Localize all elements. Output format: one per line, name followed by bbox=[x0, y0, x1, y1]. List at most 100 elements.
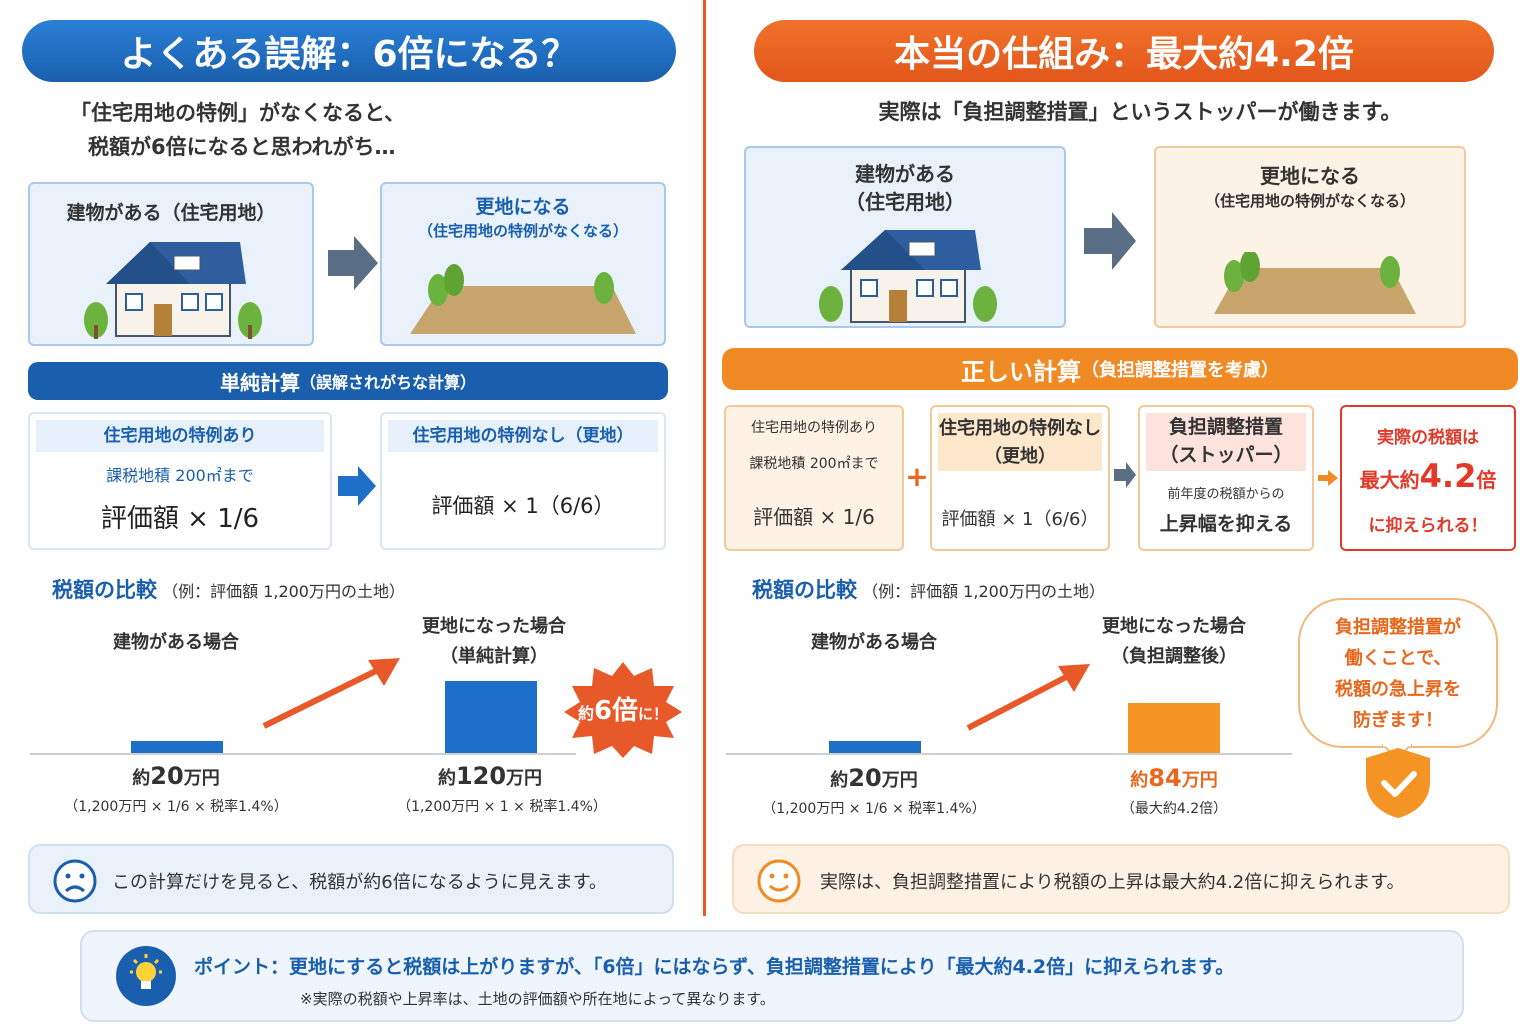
right-box4-line1: 実際の税額は bbox=[1377, 428, 1479, 448]
right-title-banner: 本当の仕組み：最大約4.2倍 bbox=[754, 20, 1494, 82]
left-calc-box1-formula: 評価額 × 1/6 bbox=[100, 504, 260, 534]
left-bar1-value-num: 20 bbox=[150, 762, 184, 790]
right-calc-header-sub: （負担調整措置を考慮） bbox=[1081, 360, 1279, 381]
right-card-building: 建物がある （住宅用地） bbox=[744, 146, 1066, 328]
left-bar2-label-line1: 更地になった場合 bbox=[422, 616, 566, 637]
right-box4-line2: 最大約4.2倍 bbox=[1342, 457, 1514, 495]
left-calc-box1-note: 課税地積 200㎡まで bbox=[106, 466, 254, 485]
left-compare-sub: （例：評価額 1,200万円の土地） bbox=[162, 582, 405, 601]
right-box4-prefix: 最大約 bbox=[1359, 468, 1420, 492]
right-box4-line3: に抑えられる！ bbox=[1368, 516, 1488, 536]
right-box2-formula: 評価額 × 1（6/6） bbox=[941, 509, 1099, 530]
right-bar2-value-num: 84 bbox=[1148, 764, 1182, 792]
left-calc-box2: 住宅用地の特例なし（更地） 評価額 × 1（6/6） bbox=[380, 412, 666, 550]
left-card-vacant-sub: （住宅用地の特例がなくなる） bbox=[417, 222, 628, 240]
left-calc-arrow-icon bbox=[338, 466, 376, 506]
right-box3-title-line1: 負担調整措置 bbox=[1168, 416, 1283, 438]
left-bar1-value: 約20万円 bbox=[76, 762, 276, 790]
right-speech-bubble: 負担調整措置が 働くことで、 税額の急上昇を 防ぎます！ bbox=[1298, 598, 1498, 748]
point-text: 更地にすると税額は上がりますが、「6倍」にはならず、負担調整措置により「最大約4… bbox=[289, 956, 1235, 978]
right-box3-title: 負担調整措置 （ストッパー） bbox=[1146, 413, 1306, 471]
left-bar2-label: 更地になった場合 （単純計算） bbox=[394, 612, 594, 672]
right-intro: 実際は「負担調整措置」というストッパーが働きます。 bbox=[878, 100, 1402, 124]
right-compare-heading: 税額の比較 （例：評価額 1,200万円の土地） bbox=[752, 574, 1105, 604]
left-bar2-value-unit: 万円 bbox=[506, 768, 543, 789]
left-bar2-label-line2: （単純計算） bbox=[440, 646, 548, 667]
right-card-building-line2: （住宅用地） bbox=[845, 190, 965, 214]
left-intro-line1: 「住宅用地の特例」がなくなると、 bbox=[70, 101, 406, 125]
point-panel: ポイント：更地にすると税額は上がりますが、「6倍」にはならず、負担調整措置により… bbox=[80, 930, 1464, 1022]
right-card-building-label: 建物がある （住宅用地） bbox=[746, 160, 1064, 216]
left-bar2-value: 約120万円 bbox=[390, 762, 590, 790]
sad-face-icon bbox=[53, 859, 97, 903]
left-calc-header-main: 単純計算 bbox=[219, 370, 300, 395]
left-calc-box2-title: 住宅用地の特例なし（更地） bbox=[388, 420, 658, 452]
right-bar1-note: （1,200万円 × 1/6 × 税率1.4%） bbox=[762, 801, 986, 817]
left-compare-title: 税額の比較 bbox=[52, 578, 157, 602]
right-box3-main: 上昇幅を抑える bbox=[1159, 513, 1293, 535]
left-card-building-label: 建物がある（住宅用地） bbox=[66, 202, 276, 224]
left-bar1-value-prefix: 約 bbox=[132, 768, 151, 789]
right-card-building-line1: 建物がある bbox=[855, 162, 955, 186]
left-calc-header: 単純計算 （誤解されがちな計算） bbox=[28, 362, 668, 400]
left-card-vacant: 更地になる （住宅用地の特例がなくなる） bbox=[380, 182, 666, 346]
left-chart-baseline bbox=[30, 753, 576, 755]
right-card-vacant: 更地になる （住宅用地の特例がなくなる） bbox=[1154, 146, 1466, 328]
left-bar-vacant bbox=[445, 681, 537, 753]
left-calc-box2-formula: 評価額 × 1（6/6） bbox=[431, 494, 615, 518]
right-bubble-line2: 働くことで、 bbox=[1344, 648, 1452, 669]
right-bubble-text: 負担調整措置が 働くことで、 税額の急上昇を 防ぎます！ bbox=[1300, 612, 1496, 736]
right-box4-suffix: 倍 bbox=[1476, 468, 1497, 492]
right-box2-title: 住宅用地の特例なし（更地） bbox=[938, 413, 1102, 471]
right-bar2-label-line2: （負担調整後） bbox=[1111, 646, 1237, 667]
left-bar1-label: 建物がある場合 bbox=[113, 632, 239, 653]
smile-face-icon bbox=[757, 859, 801, 903]
right-trend-arrow-icon bbox=[966, 664, 1090, 731]
right-bar1-value-unit: 万円 bbox=[881, 770, 918, 791]
right-card-vacant-sub: （住宅用地の特例がなくなる） bbox=[1204, 192, 1415, 210]
left-bar1-note: （1,200万円 × 1/6 × 税率1.4%） bbox=[64, 799, 288, 815]
right-card-vacant-title: 更地になる bbox=[1260, 164, 1360, 188]
right-bar1-value: 約20万円 bbox=[774, 764, 974, 792]
vacant-land-icon bbox=[410, 264, 636, 334]
right-box-arrow-icon bbox=[1114, 462, 1136, 488]
left-intro: 「住宅用地の特例」がなくなると、 税額が6倍になると思われがち… bbox=[70, 96, 590, 164]
right-title: 本当の仕組み：最大約4.2倍 bbox=[894, 34, 1354, 75]
right-bar-vacant bbox=[1128, 703, 1220, 753]
left-bar-building bbox=[131, 741, 223, 753]
point-note: ※実際の税額や上昇率は、土地の評価額や所在地によって異なります。 bbox=[300, 990, 775, 1008]
right-bar1-value-num: 20 bbox=[848, 764, 882, 792]
point-line: ポイント：更地にすると税額は上がりますが、「6倍」にはならず、負担調整措置により… bbox=[194, 952, 1234, 979]
vacant-land-icon bbox=[1214, 252, 1416, 314]
right-bar-building bbox=[829, 741, 921, 753]
right-bar2-label-line1: 更地になった場合 bbox=[1102, 616, 1246, 637]
right-bubble-line1: 負担調整措置が bbox=[1335, 617, 1461, 638]
right-bottom-note: 実際は、負担調整措置により税額の上昇は最大約4.2倍に抑えられます。 bbox=[732, 844, 1510, 914]
right-bar2-label: 更地になった場合 （負担調整後） bbox=[1074, 612, 1274, 672]
right-compare-sub: （例：評価額 1,200万円の土地） bbox=[862, 582, 1105, 601]
left-card-building: 建物がある（住宅用地） bbox=[28, 182, 314, 346]
right-bubble-line4: 防ぎます！ bbox=[1353, 710, 1443, 731]
right-bar2-value-unit: 万円 bbox=[1181, 770, 1218, 791]
right-box1-title: 住宅用地の特例あり bbox=[751, 420, 877, 436]
right-arrow-icon bbox=[1084, 212, 1136, 270]
left-calc-box1: 住宅用地の特例あり 課税地積 200㎡まで 評価額 × 1/6 bbox=[28, 412, 332, 550]
left-trend-arrow-icon bbox=[262, 658, 400, 729]
right-box1-note: 課税地積 200㎡まで bbox=[749, 456, 879, 472]
right-compare-title: 税額の比較 bbox=[752, 578, 857, 602]
left-card-vacant-title: 更地になる bbox=[475, 196, 571, 218]
right-chart-baseline bbox=[726, 753, 1292, 755]
house-icon bbox=[819, 230, 997, 323]
right-box3: 負担調整措置 （ストッパー） 前年度の税額からの 上昇幅を抑える bbox=[1138, 405, 1314, 551]
right-plus-sign: + bbox=[905, 460, 929, 493]
right-bar2-value: 約84万円 bbox=[1074, 764, 1274, 792]
center-divider bbox=[703, 0, 706, 916]
left-title-banner: よくある誤解：6倍になる？ bbox=[22, 20, 676, 82]
left-burst-num: 6倍 bbox=[593, 696, 639, 726]
left-title: よくある誤解：6倍になる？ bbox=[120, 34, 578, 75]
left-burst-text: 約6倍に！ bbox=[562, 690, 684, 727]
right-box4-num: 4.2 bbox=[1419, 457, 1477, 495]
right-bar2-value-prefix: 約 bbox=[1130, 770, 1149, 791]
left-bottom-text: この計算だけを見ると、税額が約6倍になるように見えます。 bbox=[112, 872, 607, 893]
lightbulb-icon bbox=[116, 946, 176, 1006]
